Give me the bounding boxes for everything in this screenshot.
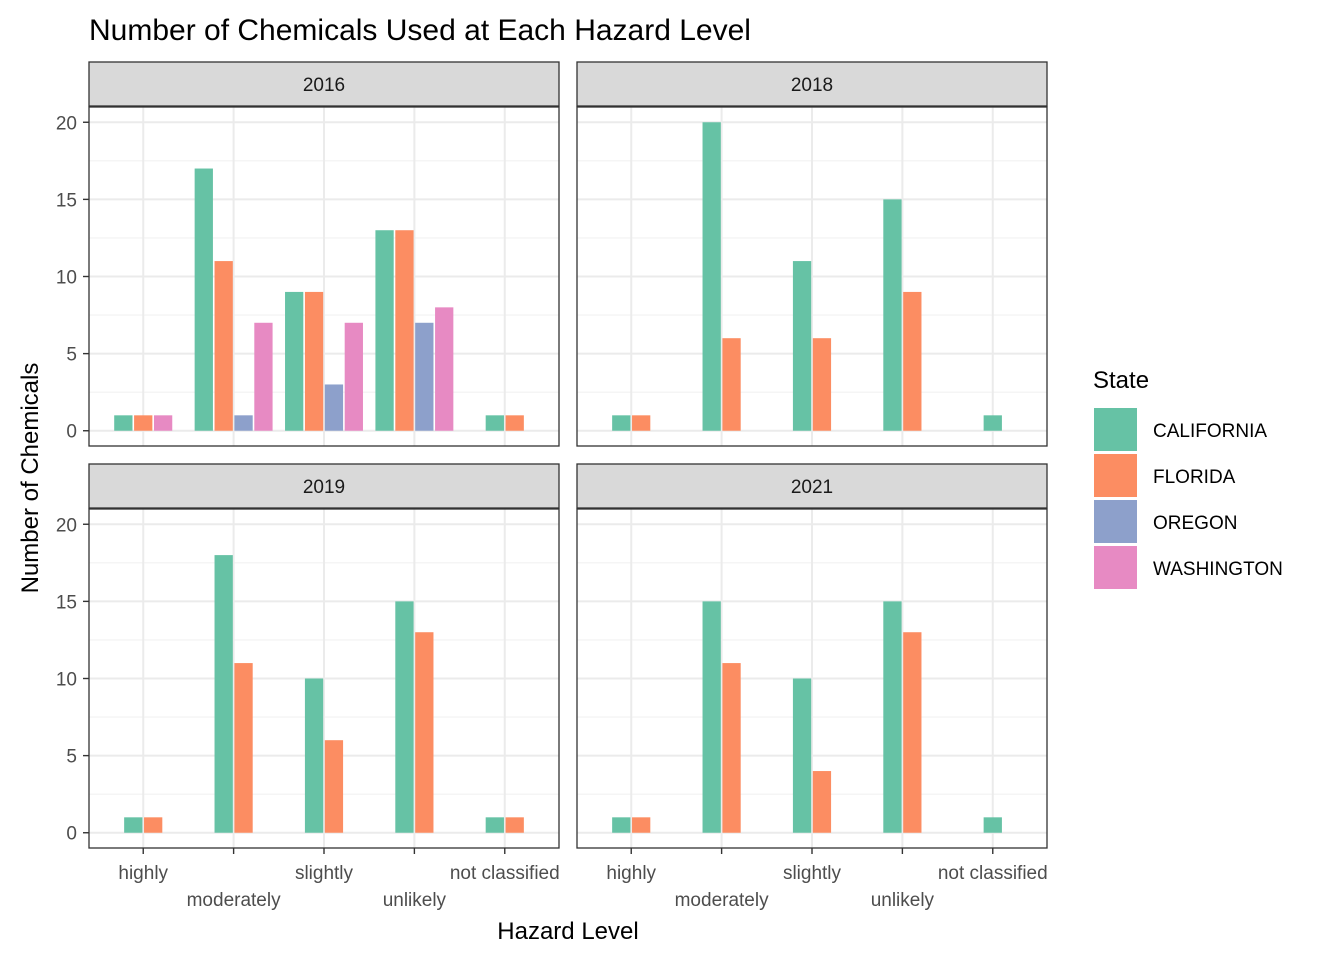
bar-washington-unlikely	[435, 307, 454, 431]
bar-california-slightly	[792, 261, 812, 431]
bar-florida-unlikely	[415, 632, 434, 833]
bar-florida-slightly	[812, 771, 832, 833]
bar-california-unlikely	[883, 199, 902, 431]
facet-panel-2021: 2021 highly moderately slightly unlikelynot …	[576, 463, 1048, 911]
facet-strip-label: 2018	[791, 75, 833, 96]
x-tick-label: slightly	[783, 863, 842, 884]
panel-border	[576, 106, 1048, 447]
bar-california-unlikely	[395, 601, 414, 833]
x-tick-label: slightly	[295, 863, 354, 884]
bar-florida-slightly	[304, 291, 324, 431]
bar-florida-slightly	[812, 338, 832, 431]
y-tick-label: 20	[56, 515, 77, 536]
facet-panel-2016: 2016 0 5 10 15 20	[56, 61, 560, 447]
chart-title: Number of Chemicals Used at Each Hazard …	[89, 14, 751, 47]
bar-florida-moderately	[722, 338, 741, 431]
y-tick-label: 5	[66, 747, 77, 768]
legend-key-california	[1094, 408, 1137, 451]
bar-florida-highly	[144, 817, 163, 833]
facet-strip	[576, 61, 1048, 107]
y-tick-label: 15	[56, 592, 77, 613]
bar-california-not-classified	[983, 415, 1002, 431]
bar-florida-moderately	[722, 663, 741, 833]
bar-california-highly	[612, 415, 631, 431]
facet-strip-label: 2021	[791, 477, 833, 498]
legend-label-washington: WASHINGTON	[1153, 559, 1283, 580]
legend-key-washington	[1094, 546, 1137, 589]
bar-washington-moderately	[254, 322, 273, 431]
bar-florida-highly	[134, 415, 153, 431]
bar-washington-highly	[153, 415, 173, 431]
y-tick-label: 20	[56, 113, 77, 134]
bar-florida-unlikely	[903, 632, 922, 833]
bar-california-not-classified	[983, 817, 1002, 833]
bar-oregon-slightly	[324, 384, 344, 431]
bar-florida-unlikely	[395, 230, 414, 431]
facet-strip-label: 2016	[303, 75, 345, 96]
x-tick-label: highly	[118, 863, 168, 884]
x-tick-label: not classified	[938, 863, 1048, 884]
bar-florida-not-classified	[505, 817, 524, 833]
bar-california-highly	[114, 415, 133, 431]
x-tick-label: highly	[606, 863, 656, 884]
bar-california-unlikely	[883, 601, 902, 833]
legend-label-california: CALIFORNIA	[1153, 421, 1267, 442]
bar-california-unlikely	[375, 230, 394, 431]
bar-california-moderately	[214, 555, 233, 833]
bar-florida-unlikely	[903, 291, 922, 431]
x-tick-label: unlikely	[871, 890, 935, 911]
bar-california-moderately	[702, 601, 721, 833]
legend: State CALIFORNIA FLORIDA OREGON WASHINGTON	[1093, 367, 1283, 589]
legend-title: State	[1093, 367, 1149, 394]
x-axis-title: Hazard Level	[497, 918, 638, 945]
bar-oregon-unlikely	[415, 322, 434, 431]
y-tick-label: 0	[66, 824, 77, 845]
facet-strip	[576, 463, 1048, 509]
bar-california-slightly	[792, 678, 812, 833]
x-tick-label: not classified	[450, 863, 560, 884]
bar-california-not-classified	[485, 415, 504, 431]
bar-florida-moderately	[214, 261, 233, 431]
y-tick-label: 10	[56, 670, 77, 691]
bar-california-moderately	[194, 168, 213, 431]
bar-florida-slightly	[324, 740, 344, 833]
facet-panel-2019: 2019 0 5 10 15 20 highly moderately slightly unli…	[56, 463, 560, 911]
y-tick-label: 5	[66, 345, 77, 366]
bar-florida-highly	[632, 817, 651, 833]
legend-key-florida	[1094, 454, 1137, 497]
legend-key-oregon	[1094, 500, 1137, 543]
bar-washington-slightly	[344, 322, 363, 431]
bar-florida-highly	[632, 415, 651, 431]
facet-strip	[88, 463, 560, 509]
y-tick-label: 10	[56, 268, 77, 289]
legend-label-oregon: OREGON	[1153, 513, 1237, 534]
bar-california-highly	[612, 817, 631, 833]
bar-california-highly	[124, 817, 143, 833]
bar-california-slightly	[304, 678, 324, 833]
bar-california-moderately	[702, 122, 721, 431]
bar-florida-not-classified	[505, 415, 524, 431]
facet-strip-label: 2019	[303, 477, 345, 498]
bar-california-not-classified	[485, 817, 504, 833]
facet-strip	[88, 61, 560, 107]
legend-label-florida: FLORIDA	[1153, 467, 1236, 488]
bar-california-slightly	[285, 291, 304, 431]
facet-panels: 2016 0 5 10 15 20 2018 2019 0 5 10 15 20 highly modera…	[56, 61, 1048, 911]
x-tick-label: unlikely	[383, 890, 447, 911]
y-axis-title: Number of Chemicals	[17, 363, 44, 594]
x-tick-label: moderately	[187, 890, 281, 911]
x-tick-label: moderately	[675, 890, 769, 911]
y-tick-label: 0	[66, 422, 77, 443]
y-tick-label: 15	[56, 190, 77, 211]
bar-oregon-moderately	[234, 415, 253, 431]
facet-panel-2018: 2018	[576, 61, 1048, 447]
bar-florida-moderately	[234, 663, 253, 833]
